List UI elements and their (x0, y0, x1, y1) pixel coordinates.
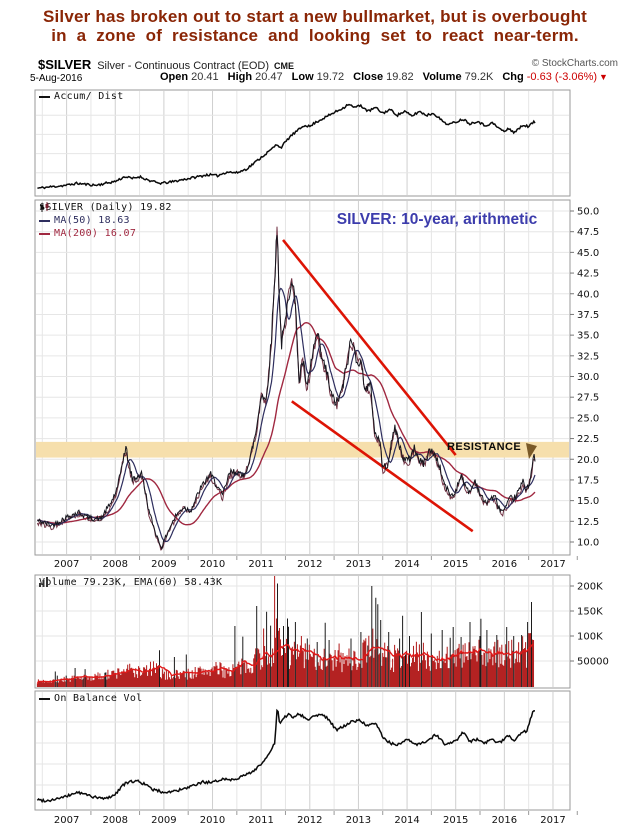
chart-header: $SILVER Silver - Continuous Contract (EOD… (38, 57, 294, 72)
y-axis-label: 45.0 (577, 248, 599, 259)
x-axis-label: 2015 (443, 559, 468, 570)
price-legend-label: $SILVER (Daily) 19.82 (39, 202, 172, 213)
line-swatch-icon (39, 219, 50, 222)
on-balance-volume-panel (34, 690, 571, 811)
ma200-legend: MA(200) 16.07 (39, 228, 136, 239)
x-axis-label: 2011 (248, 815, 273, 826)
page-title-line-2: in a zone of resistance and looking set … (51, 26, 579, 45)
obv-legend-label: On Balance Vol (54, 693, 143, 704)
y-axis-label: 32.5 (577, 351, 599, 362)
x-axis-label: 2010 (200, 815, 225, 826)
line-swatch-icon (39, 95, 50, 98)
x-axis-label: 2013 (346, 559, 371, 570)
y-axis-label: 40.0 (577, 289, 599, 300)
quote-field-close: Close 19.82 (353, 71, 414, 83)
y-axis-label: 37.5 (577, 310, 599, 321)
quote-field-open: Open 20.41 (160, 71, 219, 83)
breakout-arrow-icon (526, 443, 537, 459)
quote-field-high: High 20.47 (227, 71, 283, 83)
volume-panel (34, 574, 571, 689)
quote-field-volume: Volume 79.2K (422, 71, 494, 83)
y-axis-label: 30.0 (577, 372, 599, 383)
volume-legend: Volume 79.23K, EMA(60) 58.43K (39, 577, 222, 588)
line-swatch-icon (39, 697, 50, 700)
y-axis-label: 27.5 (577, 393, 599, 404)
x-axis-label: 2016 (492, 815, 517, 826)
instrument-name: Silver - Continuous Contract (EOD) (97, 60, 269, 72)
x-axis-label: 2014 (394, 559, 419, 570)
accum-dist-legend-label: Accum/ Dist (54, 91, 124, 102)
y-axis-label: 17.5 (577, 475, 599, 486)
trendline-upper (282, 239, 457, 456)
x-axis-label: 2013 (346, 815, 371, 826)
y-axis-label: 15.0 (577, 496, 599, 507)
ohlc-quote-row: Open 20.41 High 20.47 Low 19.72 Close 19.82 Volu… (160, 71, 608, 83)
y-axis-label: 150K (577, 607, 603, 618)
chart-annotation-note: SILVER: 10-year, arithmetic (336, 211, 538, 228)
x-axis-label: 2012 (297, 559, 322, 570)
page-title-line-1: Silver has broken out to start a new bul… (42, 7, 588, 26)
obv-legend: On Balance Vol (39, 693, 143, 704)
price-legend: $SILVER (Daily) 19.82 (39, 202, 172, 213)
x-axis-label: 2008 (103, 815, 128, 826)
copyright-notice: © StockCharts.com (531, 58, 618, 69)
y-axis-label: 12.5 (577, 517, 599, 528)
x-axis-label: 2015 (443, 815, 468, 826)
y-axis-label: 22.5 (577, 434, 599, 445)
exchange-label: CME (274, 61, 294, 71)
y-axis-label: 50.0 (577, 207, 599, 218)
y-axis-label: 50000 (577, 657, 609, 668)
down-triangle-icon: ▼ (599, 72, 608, 82)
line-swatch-icon (39, 232, 50, 235)
ma50-legend-label: MA(50) 18.63 (54, 215, 130, 226)
y-axis-label: 25.0 (577, 413, 599, 424)
y-axis-label: 10.0 (577, 538, 599, 549)
x-axis-label: 2009 (151, 815, 176, 826)
quote-date: 5-Aug-2016 (30, 73, 83, 84)
candlestick-icon (40, 202, 49, 212)
volume-bars (36, 576, 535, 687)
accum-dist-legend: Accum/ Dist (39, 91, 124, 102)
accum-dist-panel (34, 89, 571, 197)
x-axis-label: 2011 (248, 559, 273, 570)
y-axis-label: 200K (577, 582, 603, 593)
quote-field-chg: Chg -0.63 (-3.06%) ▼ (502, 71, 608, 83)
ma200-legend-label: MA(200) 16.07 (54, 228, 137, 239)
x-axis-label: 2017 (540, 559, 565, 570)
y-axis-label: 100K (577, 632, 603, 643)
x-axis-label: 2016 (492, 559, 517, 570)
main-price-panel (34, 199, 571, 556)
x-axis-label: 2007 (54, 559, 79, 570)
x-axis-label: 2010 (200, 559, 225, 570)
quote-field-low: Low 19.72 (291, 71, 345, 83)
volume-legend-label: Volume 79.23K, EMA(60) 58.43K (39, 577, 223, 588)
y-axis-label: 47.5 (577, 227, 599, 238)
bar-chart-icon (39, 577, 48, 587)
x-axis-label: 2009 (151, 559, 176, 570)
ticker-symbol: $SILVER (38, 57, 92, 72)
x-axis-label: 2014 (394, 815, 419, 826)
x-axis-label: 2007 (54, 815, 79, 826)
y-axis-label: 20.0 (577, 455, 599, 466)
y-axis-label: 42.5 (577, 269, 599, 280)
x-axis-label: 2017 (540, 815, 565, 826)
resistance-zone-label: RESISTANCE (447, 441, 522, 453)
y-axis-label: 35.0 (577, 331, 599, 342)
ma50-legend: MA(50) 18.63 (39, 215, 130, 226)
x-axis-label: 2008 (103, 559, 128, 570)
x-axis-label: 2012 (297, 815, 322, 826)
